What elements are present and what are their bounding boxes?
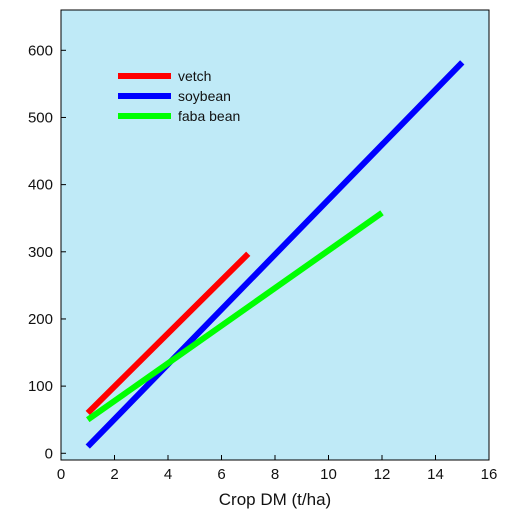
series-line-soybean: [85, 60, 465, 449]
y-tick-label: 600: [28, 42, 53, 59]
x-tick-label: 16: [481, 466, 498, 483]
x-tick-label: 14: [427, 466, 444, 483]
y-tick-label: 0: [45, 445, 53, 462]
series-line-vetch: [85, 251, 251, 416]
x-tick-label: 10: [320, 466, 337, 483]
x-tick-label: 8: [271, 466, 279, 483]
y-tick-label: 400: [28, 177, 53, 194]
legend-label-vetch: vetch: [178, 68, 211, 84]
x-tick-label: 4: [164, 466, 172, 483]
x-tick-label: 6: [217, 466, 225, 483]
legend-label-soybean: soybean: [178, 88, 231, 104]
y-tick-label: 500: [28, 109, 53, 126]
x-tick-label: 12: [374, 466, 391, 483]
axes: 0 2 4 6 8 10 12 14 16 0 100 200 300 400 500 600: [28, 42, 497, 483]
series-line-faba-bean: [86, 210, 384, 423]
legend: vetch soybean faba bean: [108, 62, 256, 130]
x-tick-label: 0: [57, 466, 65, 483]
series-layer: [85, 60, 465, 449]
y-tick-label: 100: [28, 378, 53, 395]
y-tick-label: 300: [28, 244, 53, 261]
x-axis-title: Crop DM (t/ha): [219, 490, 331, 509]
legend-label-faba-bean: faba bean: [178, 108, 240, 124]
x-tick-label: 2: [110, 466, 118, 483]
y-tick-label: 200: [28, 311, 53, 328]
